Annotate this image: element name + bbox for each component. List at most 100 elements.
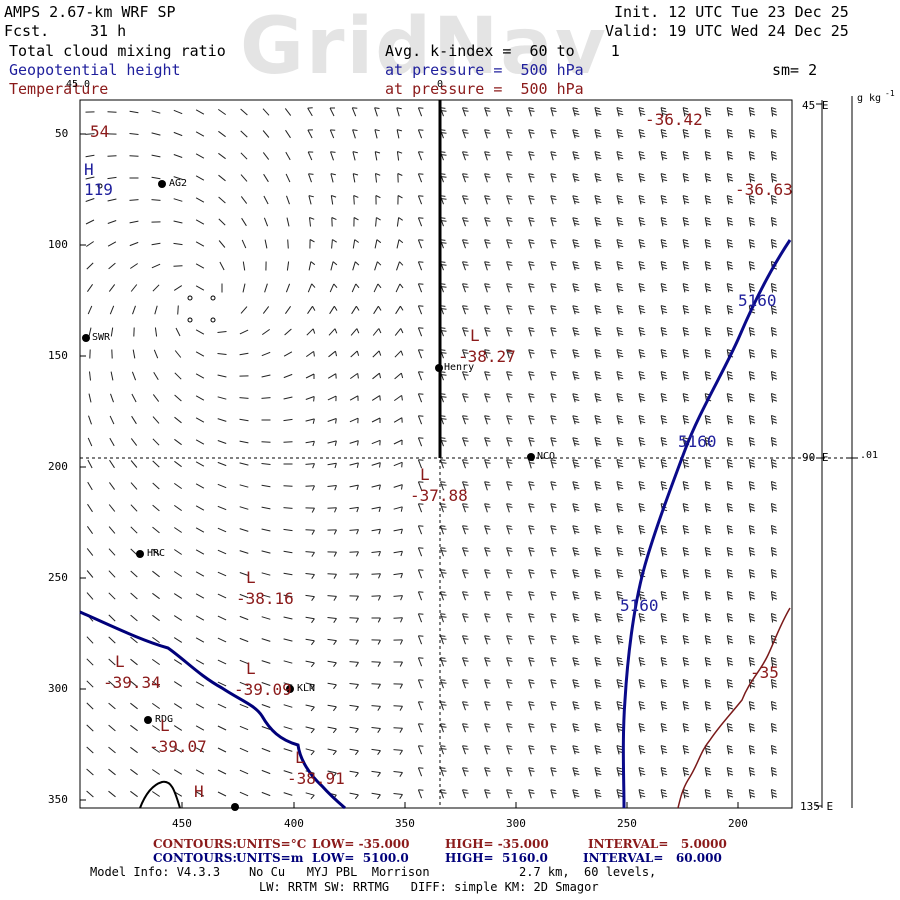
wind-barb-staff — [770, 151, 774, 161]
wind-barb-feather — [661, 220, 667, 223]
wind-barb-staff — [173, 131, 183, 137]
wind-barb-feather — [418, 415, 424, 417]
wind-barb-feather — [441, 264, 447, 266]
wind-barb-feather — [638, 217, 644, 220]
wind-barb-feather — [661, 330, 667, 333]
wind-barb-feather — [595, 506, 601, 509]
wind-barb-staff — [682, 767, 686, 777]
wind-barb-feather — [705, 151, 711, 154]
wind-barb-staff — [550, 789, 554, 799]
wind-barb-feather — [749, 220, 755, 223]
wind-barb-staff — [528, 723, 532, 733]
wind-barb-staff — [616, 723, 620, 733]
wind-barb-feather — [507, 660, 513, 662]
wind-barb-feather — [617, 352, 623, 355]
wind-barb-feather — [357, 440, 359, 446]
wind-barb-feather — [618, 465, 624, 468]
wind-barb-feather — [661, 418, 667, 421]
wind-barb-feather — [662, 795, 668, 798]
wind-barb-feather — [463, 638, 469, 640]
high-marker-nw: H — [84, 160, 94, 179]
wind-barb-feather — [683, 682, 689, 685]
wind-barb-feather — [596, 289, 602, 291]
wind-barb-feather — [594, 195, 600, 198]
wind-barb-feather — [705, 154, 711, 157]
wind-barb-feather — [750, 619, 756, 622]
wind-barb-feather — [333, 551, 337, 557]
wind-barb-feather — [595, 242, 601, 245]
wind-barb-feather — [749, 264, 755, 267]
wind-barb-staff — [770, 327, 774, 337]
wind-barb-staff — [594, 239, 598, 249]
wind-barb-staff — [462, 129, 466, 139]
wind-barb-feather — [662, 641, 668, 644]
wind-barb-feather — [529, 330, 535, 332]
wind-barb-feather — [418, 459, 424, 461]
wind-barb-feather — [662, 223, 668, 226]
wind-barb-staff — [616, 327, 620, 337]
wind-barb-feather — [771, 239, 777, 242]
wind-barb-feather — [639, 704, 645, 707]
wind-barb-feather — [551, 792, 557, 794]
wind-barb-staff — [417, 349, 423, 359]
wind-barb-feather — [660, 371, 667, 374]
wind-barb-staff — [594, 195, 598, 205]
wind-barb-staff — [594, 129, 598, 139]
wind-barb-feather — [595, 352, 601, 355]
wind-barb-feather — [772, 443, 778, 446]
wind-barb-staff — [440, 723, 444, 733]
wind-barb-feather — [683, 132, 689, 135]
wind-barb-staff — [173, 703, 183, 709]
wind-barb-staff — [638, 789, 642, 799]
wind-barb-feather — [705, 374, 711, 377]
wind-barb-feather — [639, 616, 645, 619]
wind-barb-staff — [261, 594, 271, 598]
wind-barb-staff — [239, 484, 249, 488]
right-label-45e: 45 E — [802, 99, 829, 112]
wind-barb-feather — [661, 264, 667, 267]
wind-barb-staff — [748, 569, 752, 579]
wind-barb-feather — [662, 179, 668, 182]
wind-barb-feather — [750, 707, 756, 710]
wind-barb-feather — [506, 261, 512, 263]
wind-barb-staff — [195, 659, 205, 665]
wind-barb-staff — [195, 527, 205, 533]
wind-barb-staff — [195, 373, 205, 379]
wind-barb-staff — [328, 328, 336, 336]
wind-barb-staff — [506, 569, 510, 579]
wind-barb-feather — [727, 176, 733, 179]
wind-barb-feather — [706, 289, 712, 292]
wind-barb-feather — [683, 242, 689, 245]
wind-barb-feather — [595, 616, 601, 619]
station-markers — [82, 180, 535, 811]
wind-barb-feather — [660, 481, 667, 484]
wind-barb-feather — [749, 660, 755, 663]
wind-barb-staff — [726, 635, 730, 645]
wind-barb-staff — [417, 437, 423, 447]
wind-barb-feather — [771, 305, 777, 308]
wind-barb-feather — [728, 377, 734, 380]
wind-barb-staff — [462, 437, 466, 447]
wind-barb-feather — [727, 660, 733, 663]
wind-barb-staff — [327, 704, 337, 708]
wind-barb-feather — [440, 679, 446, 681]
wind-barb-feather — [596, 443, 602, 445]
wind-barb-staff — [152, 284, 160, 292]
wind-barb-staff — [704, 767, 708, 777]
wind-barb-feather — [375, 151, 381, 154]
wind-barb-staff — [349, 506, 359, 510]
wind-barb-staff — [572, 525, 576, 535]
wind-barb-staff — [682, 393, 686, 403]
wind-barb-staff — [726, 327, 730, 337]
wind-barb-feather — [332, 261, 338, 266]
wind-barb-feather — [772, 751, 778, 754]
wind-barb-staff — [371, 439, 381, 445]
wind-barb-feather — [313, 396, 315, 402]
wind-barb-feather — [463, 132, 469, 134]
wind-barb-staff — [770, 283, 774, 293]
wind-barb-feather — [684, 377, 690, 380]
wind-barb-feather — [484, 305, 490, 307]
wind-barb-staff — [217, 440, 227, 444]
wind-barb-staff — [217, 659, 227, 665]
wind-barb-feather — [485, 418, 491, 420]
